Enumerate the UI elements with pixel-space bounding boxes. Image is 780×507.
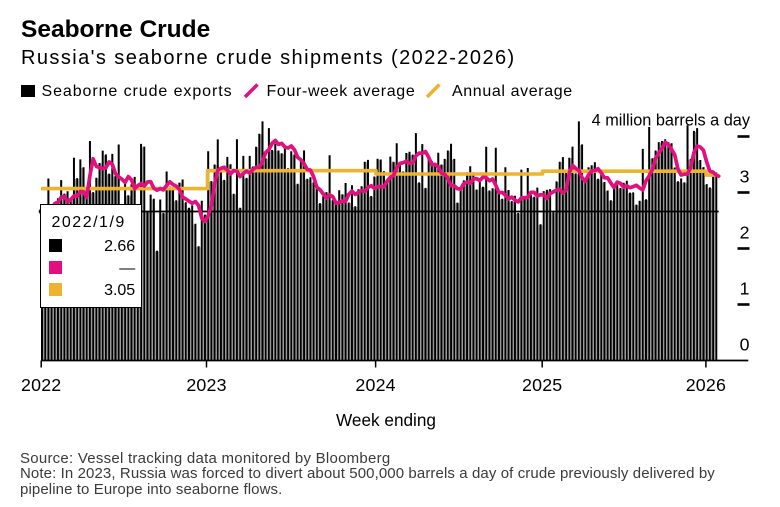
svg-text:2024: 2024	[355, 375, 395, 395]
svg-text:4 million barrels a day: 4 million barrels a day	[592, 112, 751, 130]
svg-text:0: 0	[740, 335, 750, 355]
svg-text:2023: 2023	[186, 375, 226, 395]
svg-text:3: 3	[740, 167, 750, 187]
svg-text:2025: 2025	[522, 375, 562, 395]
svg-text:2022: 2022	[21, 375, 61, 395]
svg-text:2: 2	[740, 223, 750, 243]
svg-text:1: 1	[740, 279, 750, 299]
svg-text:2026: 2026	[686, 375, 726, 395]
